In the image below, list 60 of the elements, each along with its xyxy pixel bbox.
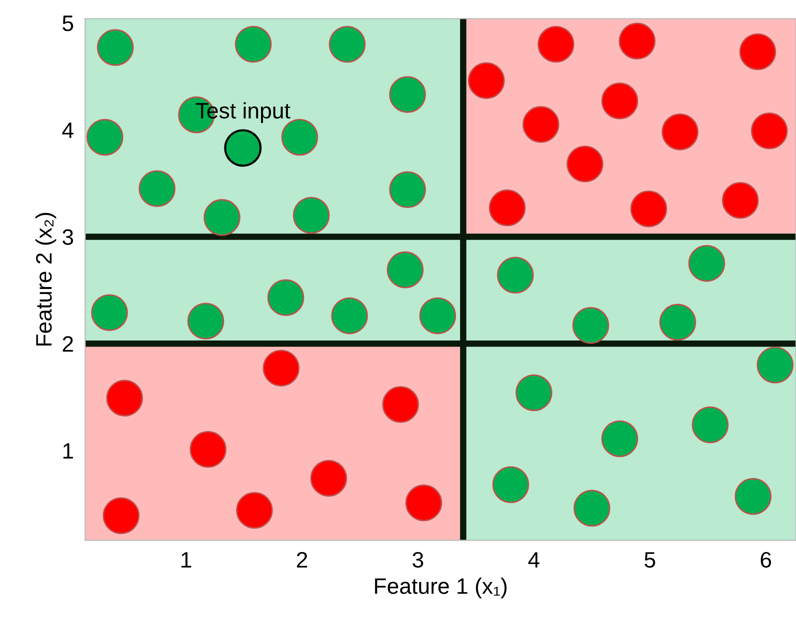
point — [86, 118, 124, 156]
point — [756, 346, 794, 384]
point — [187, 302, 224, 340]
point — [739, 33, 776, 70]
point — [138, 170, 176, 207]
x-tick-label: 3 — [412, 552, 424, 568]
x-tick-label: 5 — [644, 552, 656, 568]
point — [267, 279, 304, 316]
point — [659, 304, 696, 341]
y-axis-title: Feature 2 (x₂) — [35, 212, 56, 346]
point — [601, 82, 638, 120]
point — [574, 490, 610, 527]
point — [262, 350, 300, 387]
point — [292, 196, 330, 234]
point — [618, 22, 656, 60]
point — [96, 29, 134, 66]
x-tick-label: 1 — [182, 552, 192, 568]
y-tick-label: 1 — [63, 443, 73, 459]
point — [734, 478, 772, 515]
point — [630, 190, 668, 228]
point — [91, 294, 128, 331]
y-tick-label: 2 — [62, 336, 73, 352]
y-tick-label: 3 — [62, 229, 74, 245]
point — [538, 26, 574, 63]
point — [405, 484, 442, 522]
point — [522, 106, 560, 143]
point — [662, 114, 698, 150]
x-tick-label: 6 — [760, 552, 772, 568]
point — [468, 62, 505, 100]
point — [382, 386, 419, 423]
point — [722, 182, 759, 219]
point — [688, 245, 726, 282]
point — [328, 26, 366, 63]
point — [572, 307, 610, 344]
point — [750, 112, 788, 150]
point — [331, 297, 368, 334]
point — [224, 129, 262, 167]
point — [566, 146, 604, 182]
point — [190, 431, 226, 468]
point — [516, 374, 552, 412]
point — [492, 466, 530, 504]
point — [106, 380, 143, 416]
x-tick-label: 2 — [296, 552, 308, 568]
point — [386, 251, 424, 288]
point — [488, 189, 526, 226]
point — [389, 76, 426, 113]
point — [389, 171, 426, 208]
point — [496, 256, 534, 294]
y-tick-label: 5 — [62, 16, 74, 32]
point — [102, 497, 140, 534]
x-axis-title: Feature 1 (x₁) — [375, 578, 507, 598]
point — [310, 460, 348, 497]
point — [234, 26, 272, 63]
point — [419, 297, 456, 334]
point — [601, 420, 638, 458]
point — [236, 492, 273, 529]
point — [692, 406, 729, 444]
x-tick-label: 4 — [528, 552, 540, 568]
y-tick-label: 4 — [62, 122, 74, 138]
point — [204, 199, 240, 236]
